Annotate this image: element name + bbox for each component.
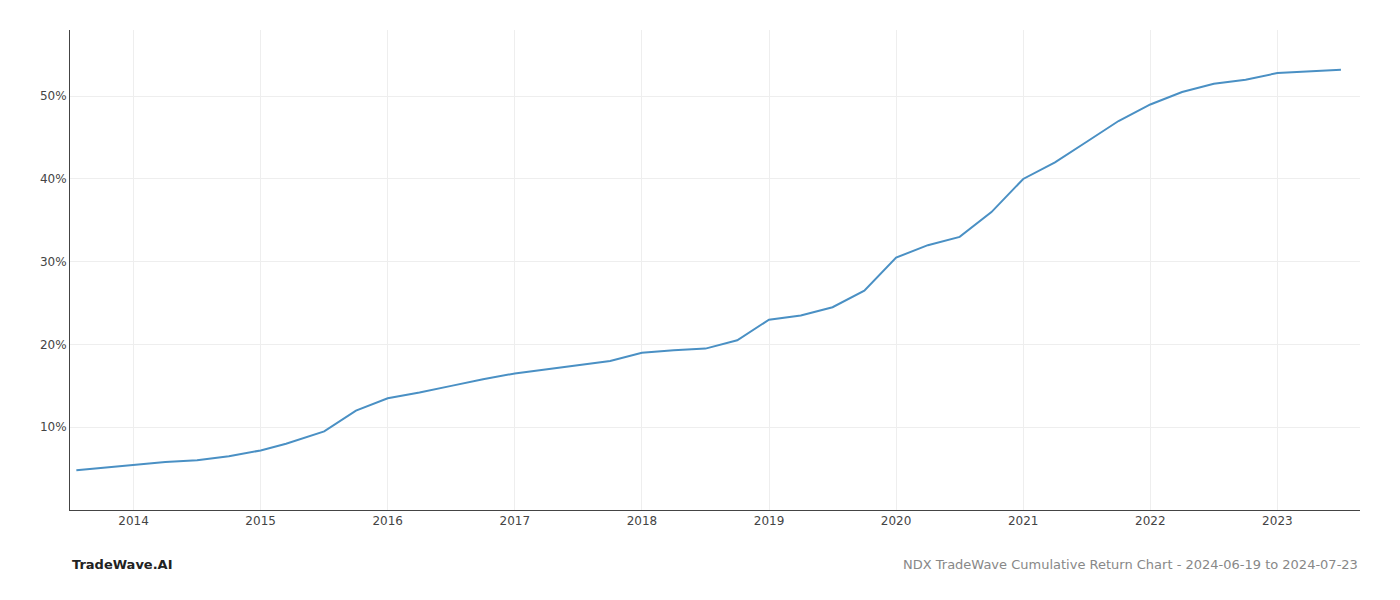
svg-text:2019: 2019 <box>754 514 785 528</box>
svg-text:30%: 30% <box>40 255 67 269</box>
svg-text:2016: 2016 <box>372 514 403 528</box>
svg-text:50%: 50% <box>40 89 67 103</box>
svg-text:TradeWave.AI: TradeWave.AI <box>72 557 173 572</box>
svg-text:NDX TradeWave Cumulative Retur: NDX TradeWave Cumulative Return Chart - … <box>903 557 1358 572</box>
svg-text:2015: 2015 <box>245 514 276 528</box>
svg-text:2022: 2022 <box>1135 514 1166 528</box>
svg-text:2021: 2021 <box>1008 514 1039 528</box>
svg-text:2023: 2023 <box>1262 514 1293 528</box>
svg-text:2020: 2020 <box>881 514 912 528</box>
svg-text:10%: 10% <box>40 420 67 434</box>
svg-text:2014: 2014 <box>118 514 149 528</box>
svg-text:40%: 40% <box>40 172 67 186</box>
svg-text:2018: 2018 <box>627 514 658 528</box>
svg-text:20%: 20% <box>40 338 67 352</box>
svg-text:2017: 2017 <box>500 514 531 528</box>
